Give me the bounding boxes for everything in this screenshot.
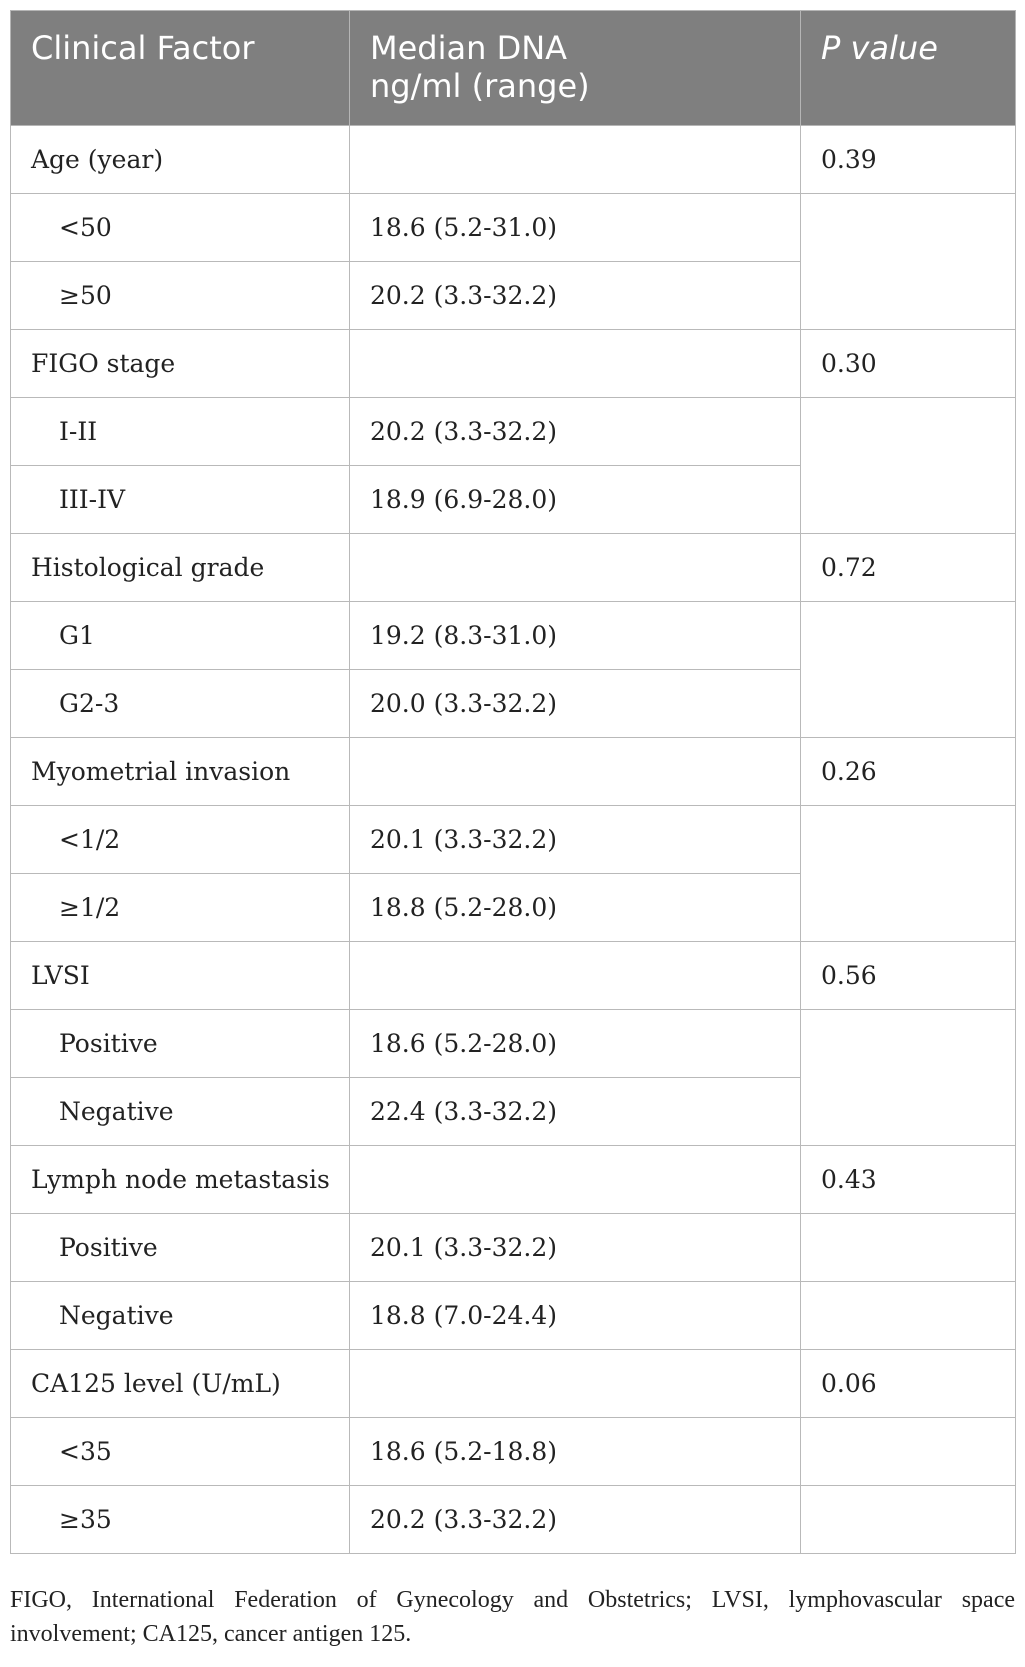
median-dna-cell: 20.0 (3.3-32.2) xyxy=(349,669,801,738)
subgroup-label-cell: Negative xyxy=(10,1281,350,1350)
group-p-value-cell: 0.26 xyxy=(800,737,1016,806)
table-row: G1 19.2 (8.3-31.0) xyxy=(10,601,1016,738)
group-row: Lymph node metastasis 0.43 xyxy=(10,1145,1016,1214)
subgroup-label-cell: I-II xyxy=(10,397,350,466)
subgroup-label-cell: Positive xyxy=(10,1213,350,1282)
table-row: ≥50 20.2 (3.3-32.2) xyxy=(10,261,1016,330)
group-row: LVSI 0.56 xyxy=(10,941,1016,1010)
empty-p-cell xyxy=(800,397,1016,534)
group-empty-cell xyxy=(349,1145,801,1214)
median-dna-cell: 20.2 (3.3-32.2) xyxy=(349,1485,801,1554)
subgroup-label-cell: III-IV xyxy=(10,465,350,534)
median-dna-cell: 20.2 (3.3-32.2) xyxy=(349,397,801,466)
header-clinical-factor: Clinical Factor xyxy=(10,10,350,126)
median-dna-cell: 20.1 (3.3-32.2) xyxy=(349,805,801,874)
empty-p-cell xyxy=(800,1281,1016,1350)
median-dna-cell: 22.4 (3.3-32.2) xyxy=(349,1077,801,1146)
group-factor-cell: FIGO stage xyxy=(10,329,350,398)
table-row: G2-3 20.0 (3.3-32.2) xyxy=(10,669,1016,738)
median-dna-cell: 18.6 (5.2-18.8) xyxy=(349,1417,801,1486)
group-row: CA125 level (U/mL) 0.06 xyxy=(10,1349,1016,1418)
median-dna-cell: 18.6 (5.2-28.0) xyxy=(349,1009,801,1078)
subgroup-label-cell: ≥50 xyxy=(10,261,350,330)
table-container: Clinical Factor Median DNA ng/ml (range)… xyxy=(10,10,1016,1554)
group-empty-cell xyxy=(349,941,801,1010)
median-dna-cell: 18.6 (5.2-31.0) xyxy=(349,193,801,262)
group-p-value-cell: 0.43 xyxy=(800,1145,1016,1214)
group-p-value-cell: 0.39 xyxy=(800,125,1016,194)
subgroup-label-cell: ≥35 xyxy=(10,1485,350,1554)
group-factor-cell: LVSI xyxy=(10,941,350,1010)
header-median-dna: Median DNA ng/ml (range) xyxy=(349,10,801,126)
table-row: Positive 18.6 (5.2-28.0) xyxy=(10,1009,1016,1146)
table-row: <35 18.6 (5.2-18.8) xyxy=(10,1417,1016,1486)
subgroup-label-cell: G2-3 xyxy=(10,669,350,738)
group-row: Myometrial invasion 0.26 xyxy=(10,737,1016,806)
subgroup-label-cell: <50 xyxy=(10,193,350,262)
table-row: ≥35 20.2 (3.3-32.2) xyxy=(10,1485,1016,1554)
empty-p-cell xyxy=(800,1485,1016,1554)
group-row: Age (year) 0.39 xyxy=(10,125,1016,194)
median-dna-cell: 19.2 (8.3-31.0) xyxy=(349,601,801,670)
group-p-value-cell: 0.72 xyxy=(800,533,1016,602)
table-row: <1/2 20.1 (3.3-32.2) xyxy=(10,805,1016,942)
subgroup-label-cell: G1 xyxy=(10,601,350,670)
subgroup-label-cell: ≥1/2 xyxy=(10,873,350,942)
empty-p-cell xyxy=(800,601,1016,738)
table-row: Negative 22.4 (3.3-32.2) xyxy=(10,1077,1016,1146)
header-row: Clinical Factor Median DNA ng/ml (range)… xyxy=(10,10,1016,126)
empty-p-cell xyxy=(800,1213,1016,1282)
table-row: I-II 20.2 (3.3-32.2) xyxy=(10,397,1016,534)
group-factor-cell: Lymph node metastasis xyxy=(10,1145,350,1214)
header-p-value: P value xyxy=(800,10,1016,126)
group-row: FIGO stage 0.30 xyxy=(10,329,1016,398)
group-factor-cell: Age (year) xyxy=(10,125,350,194)
group-factor-cell: CA125 level (U/mL) xyxy=(10,1349,350,1418)
table-header: Clinical Factor Median DNA ng/ml (range)… xyxy=(10,10,1016,126)
median-dna-cell: 18.8 (7.0-24.4) xyxy=(349,1281,801,1350)
empty-p-cell xyxy=(800,1009,1016,1146)
median-dna-cell: 20.1 (3.3-32.2) xyxy=(349,1213,801,1282)
header-median-line2: ng/ml (range) xyxy=(370,67,590,105)
group-factor-cell: Histological grade xyxy=(10,533,350,602)
subgroup-label-cell: <1/2 xyxy=(10,805,350,874)
header-median-line1: Median DNA xyxy=(370,29,568,67)
group-p-value-cell: 0.30 xyxy=(800,329,1016,398)
group-factor-cell: Myometrial invasion xyxy=(10,737,350,806)
empty-p-cell xyxy=(800,193,1016,330)
clinical-factors-table: Clinical Factor Median DNA ng/ml (range)… xyxy=(10,10,1016,1554)
subgroup-label-cell: Negative xyxy=(10,1077,350,1146)
table-body: Age (year) 0.39 <50 18.6 (5.2-31.0) ≥50 20.2 … xyxy=(10,125,1016,1554)
group-p-value-cell: 0.56 xyxy=(800,941,1016,1010)
table-row: Negative 18.8 (7.0-24.4) xyxy=(10,1281,1016,1350)
group-empty-cell xyxy=(349,737,801,806)
group-empty-cell xyxy=(349,1349,801,1418)
median-dna-cell: 18.8 (5.2-28.0) xyxy=(349,873,801,942)
group-empty-cell xyxy=(349,125,801,194)
empty-p-cell xyxy=(800,1417,1016,1486)
empty-p-cell xyxy=(800,805,1016,942)
median-dna-cell: 18.9 (6.9-28.0) xyxy=(349,465,801,534)
subgroup-label-cell: <35 xyxy=(10,1417,350,1486)
table-row: <50 18.6 (5.2-31.0) xyxy=(10,193,1016,330)
group-p-value-cell: 0.06 xyxy=(800,1349,1016,1418)
median-dna-cell: 20.2 (3.3-32.2) xyxy=(349,261,801,330)
subgroup-label-cell: Positive xyxy=(10,1009,350,1078)
group-empty-cell xyxy=(349,329,801,398)
table-footnote: FIGO, International Federation of Gyneco… xyxy=(10,1587,1015,1647)
table-row: Positive 20.1 (3.3-32.2) xyxy=(10,1213,1016,1282)
group-empty-cell xyxy=(349,533,801,602)
group-row: Histological grade 0.72 xyxy=(10,533,1016,602)
